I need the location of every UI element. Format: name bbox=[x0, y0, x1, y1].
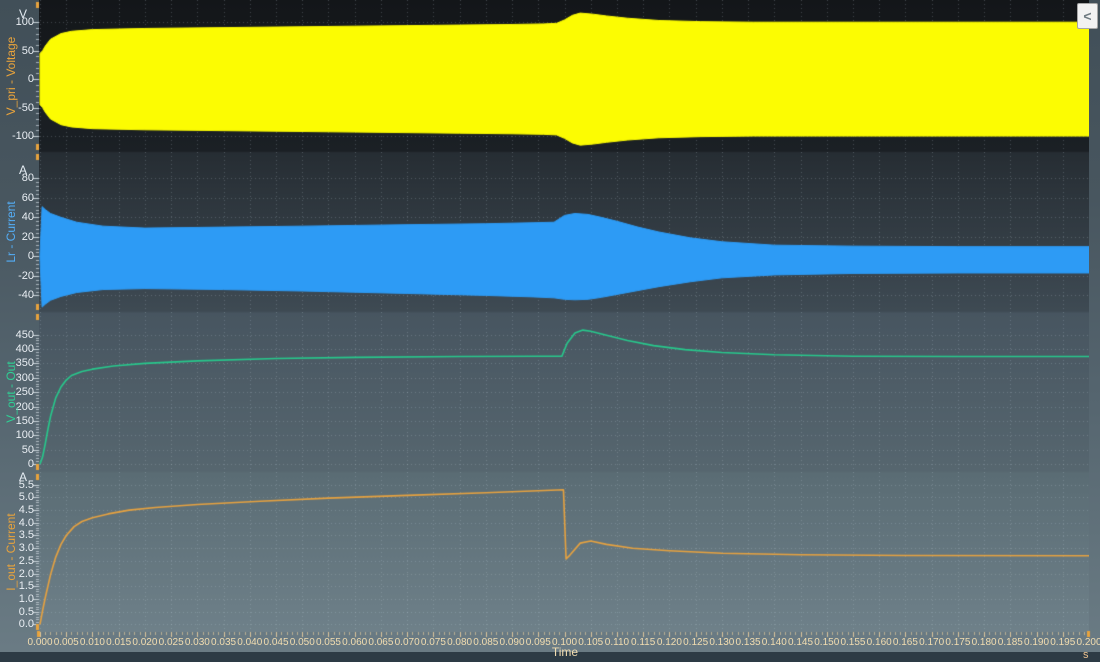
y-tick-label: -40 bbox=[18, 289, 34, 302]
x-tick-label: 0.180 bbox=[971, 637, 997, 648]
x-tick-label: 0.125 bbox=[683, 637, 709, 648]
x-tick-label: 0.080 bbox=[447, 637, 473, 648]
x-tick-label: 0.160 bbox=[866, 637, 892, 648]
x-tick-label: 0.085 bbox=[473, 637, 499, 648]
x-tick-label: 0.190 bbox=[1024, 637, 1050, 648]
x-tick-label: 0.200 bbox=[1076, 637, 1100, 648]
x-tick-label: 0.040 bbox=[237, 637, 263, 648]
x-tick-label: 0.120 bbox=[656, 637, 682, 648]
x-tick-label: 0.030 bbox=[184, 637, 210, 648]
vpri-axis-unit-label: V bbox=[18, 7, 27, 22]
vpri-channel-label: V_pri - Voltage bbox=[4, 36, 18, 116]
x-tick-label: 0.090 bbox=[499, 637, 525, 648]
iout-axis-unit-label: A bbox=[18, 469, 27, 484]
vout-plot-canvas[interactable] bbox=[39, 312, 1089, 472]
x-tick-label: 0.175 bbox=[945, 637, 971, 648]
x-tick-label: 0.195 bbox=[1050, 637, 1076, 648]
vout-channel-label: V_out - Out bbox=[4, 361, 18, 423]
bottom-bar bbox=[0, 652, 1100, 662]
y-tick-label: 100 bbox=[15, 429, 34, 442]
time-axis-label: Time bbox=[551, 645, 579, 659]
y-tick-label: 5.0 bbox=[18, 491, 34, 504]
x-tick-label: 0.045 bbox=[263, 637, 289, 648]
x-tick-label: 0.150 bbox=[814, 637, 840, 648]
x-tick-label: 0.020 bbox=[132, 637, 158, 648]
x-tick-label: 0.015 bbox=[106, 637, 132, 648]
y-tick-label: 400 bbox=[15, 343, 34, 356]
time-axis-unit-label: s bbox=[1083, 649, 1089, 661]
x-tick-label: 0.035 bbox=[211, 637, 237, 648]
x-tick-label: 0.075 bbox=[420, 637, 446, 648]
vpri-voltage-plot-canvas[interactable] bbox=[39, 0, 1089, 152]
x-tick-label: 0.110 bbox=[604, 637, 630, 648]
y-tick-label: 0 bbox=[27, 457, 34, 470]
x-tick-label: 0.025 bbox=[158, 637, 184, 648]
x-tick-label: 0.115 bbox=[631, 637, 656, 648]
x-tick-label: 0.005 bbox=[53, 637, 79, 648]
x-tick-label: 0.130 bbox=[709, 637, 735, 648]
y-tick-label: 0.5 bbox=[18, 605, 34, 618]
x-tick-label: 0.050 bbox=[289, 637, 315, 648]
x-tick-label: 0.000 bbox=[27, 637, 53, 648]
x-tick-label: 0.135 bbox=[735, 637, 761, 648]
y-tick-label: -100 bbox=[11, 130, 34, 143]
lr-current-plot-canvas[interactable] bbox=[39, 152, 1089, 312]
x-tick-label: 0.140 bbox=[761, 637, 787, 648]
x-tick-label: 0.165 bbox=[892, 637, 918, 648]
x-tick-label: 0.170 bbox=[919, 637, 945, 648]
y-tick-label: 50 bbox=[21, 443, 34, 456]
x-tick-label: 0.055 bbox=[315, 637, 341, 648]
collapse-panel-button[interactable]: < bbox=[1077, 3, 1098, 29]
x-tick-label: 0.060 bbox=[342, 637, 368, 648]
y-tick-label: 450 bbox=[15, 328, 34, 341]
y-tick-label: 0.0 bbox=[18, 618, 34, 631]
lr-channel-label: Lr - Current bbox=[4, 201, 18, 263]
x-tick-label: 0.065 bbox=[368, 637, 394, 648]
lr-axis-unit-label: A bbox=[18, 163, 27, 178]
x-tick-label: 0.145 bbox=[788, 637, 814, 648]
x-tick-label: 0.070 bbox=[394, 637, 420, 648]
x-tick-label: 0.010 bbox=[79, 637, 105, 648]
iout-current-plot-canvas[interactable] bbox=[39, 472, 1089, 632]
x-tick-label: 0.155 bbox=[840, 637, 866, 648]
iout-channel-label: I_out - Current bbox=[4, 513, 18, 591]
y-tick-label: -20 bbox=[18, 269, 34, 282]
x-tick-label: 0.185 bbox=[997, 637, 1023, 648]
y-tick-label: 1.0 bbox=[18, 592, 34, 605]
